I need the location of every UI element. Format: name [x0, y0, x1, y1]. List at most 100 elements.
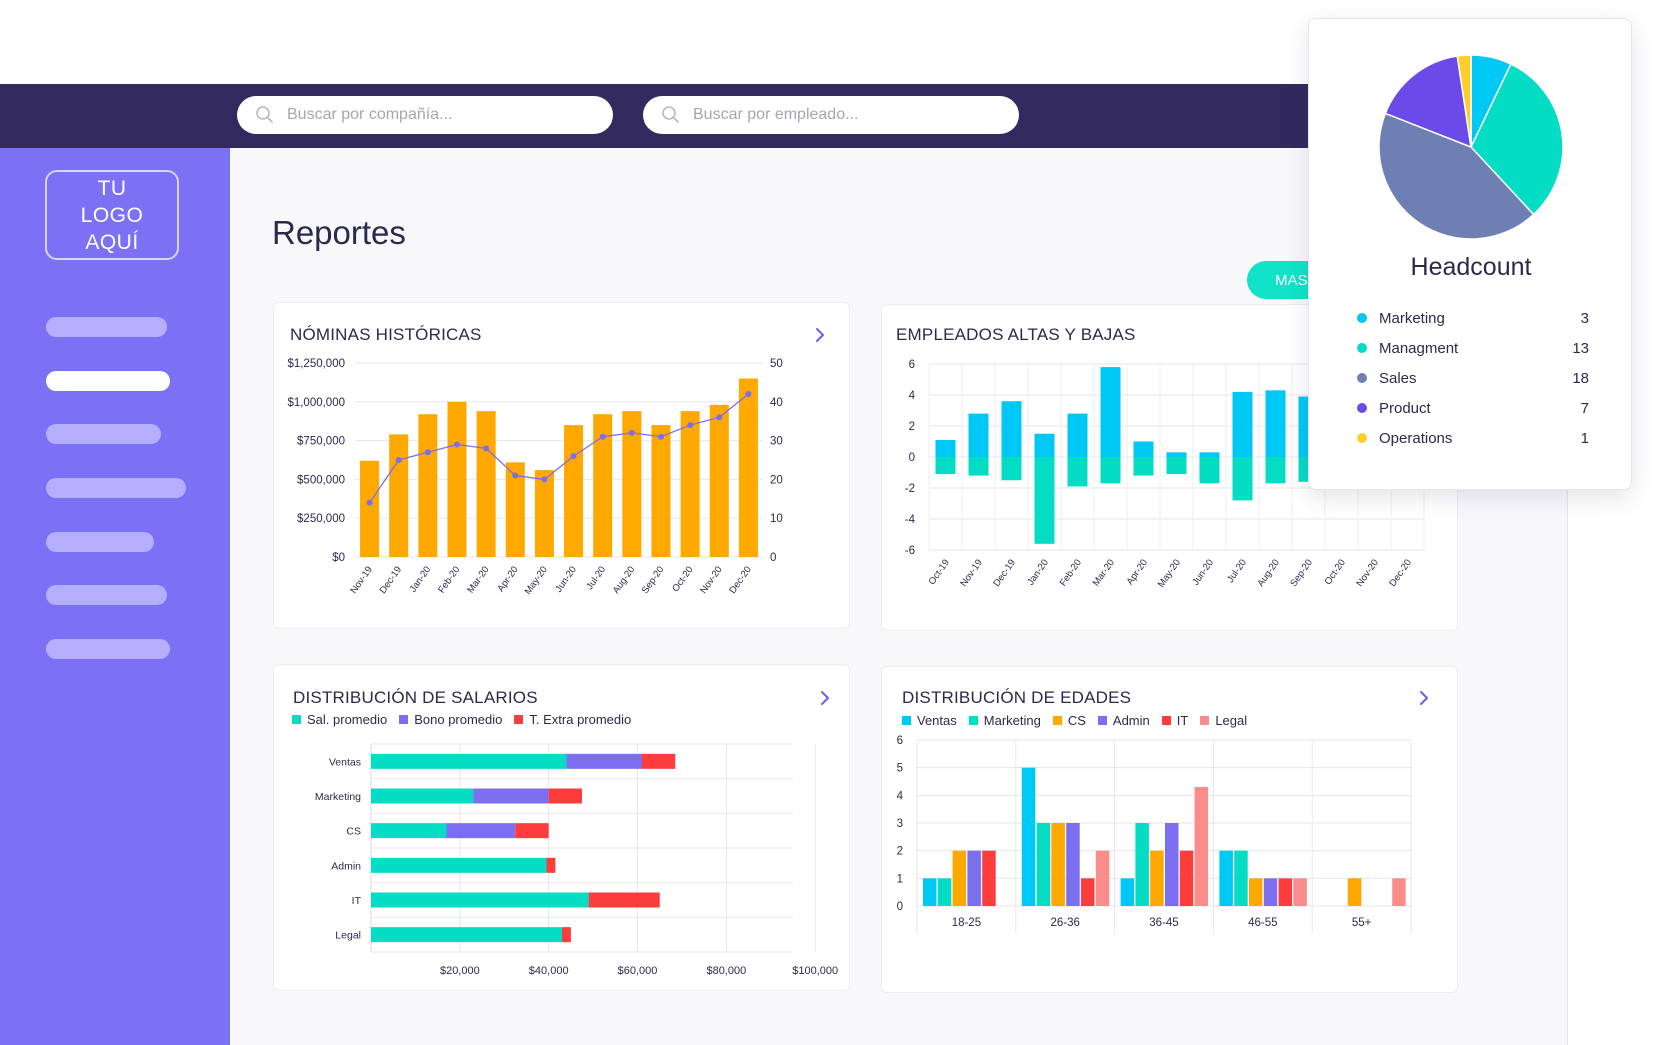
x-tick-label: Sep-20 — [1288, 557, 1315, 588]
bar — [1249, 878, 1263, 906]
line-point — [483, 445, 490, 452]
employee-search-input[interactable] — [693, 106, 993, 124]
y-tick-label: $0 — [332, 552, 345, 564]
bar — [937, 878, 952, 906]
bar-positive — [968, 413, 989, 457]
bar-positive — [1166, 452, 1187, 457]
x-tick-label: 46-55 — [1248, 917, 1277, 929]
headcount-legend-row: Managment 13 — [1357, 337, 1589, 359]
employee-search[interactable] — [643, 96, 1019, 134]
sidebar-item-6[interactable] — [46, 585, 167, 605]
legend-dot — [1357, 313, 1367, 323]
bar-segment — [641, 753, 676, 769]
payroll-history-title: NÓMINAS HISTÓRICAS — [290, 325, 482, 344]
headcount-popup: Headcount Marketing 3 Managment 13 Sales… — [1308, 18, 1632, 490]
legend-count: 3 — [1580, 309, 1589, 327]
bar-segment — [371, 788, 474, 804]
y-tick-label: Marketing — [315, 791, 361, 803]
age-legend: Ventas Marketing CS Admin IT Legal — [902, 713, 1259, 728]
bar-segment — [562, 927, 571, 943]
sidebar-item-2[interactable] — [46, 371, 170, 391]
y-tick-label: Admin — [331, 860, 361, 872]
salary-distribution-title: DISTRIBUCIÓN DE SALARIOS — [293, 688, 538, 707]
payroll-history-chart: $0 $250,000 $500,000 $750,000 $1,000,000 $1,2… — [287, 358, 783, 597]
legend-item: Legal — [1200, 713, 1247, 728]
y-tick-label: $1,000,000 — [287, 397, 345, 409]
y-tick-label: Legal — [335, 930, 361, 942]
sidebar-item-7[interactable] — [46, 639, 170, 659]
bar — [1095, 850, 1110, 906]
bar — [1120, 878, 1135, 906]
x-tick-label: Oct-19 — [927, 557, 952, 587]
x-tick-label: Mar-20 — [465, 564, 491, 595]
bar-positive — [1199, 452, 1220, 457]
legend-label: CS — [1067, 713, 1086, 728]
legend-label: Legal — [1215, 713, 1248, 728]
y-tick-label: 2 — [897, 846, 903, 858]
y2-tick-label: 10 — [770, 513, 783, 525]
legend-item: IT — [1161, 713, 1189, 728]
line-point — [716, 414, 723, 421]
sidebar-item-1[interactable] — [46, 317, 167, 337]
y2-tick-label: 20 — [770, 474, 783, 486]
bar — [1293, 878, 1307, 906]
y-tick-label: 6 — [897, 735, 903, 747]
y-tick-label: $250,000 — [297, 513, 345, 525]
legend-item: T. Extra promedio — [514, 712, 631, 727]
bar — [1179, 850, 1194, 906]
x-tick-label: $40,000 — [529, 965, 569, 977]
legend-item: Sal. promedio — [292, 712, 387, 727]
bar — [1347, 878, 1362, 906]
bar-positive — [935, 439, 956, 457]
headcount-legend-row: Sales 18 — [1357, 367, 1589, 389]
company-search[interactable] — [237, 96, 613, 134]
sidebar-item-3[interactable] — [46, 424, 161, 444]
bar — [476, 411, 496, 557]
x-tick-label: Nov-20 — [698, 564, 725, 595]
line-point — [512, 472, 519, 479]
y2-tick-label: 0 — [770, 552, 776, 564]
y-tick-label: Ventas — [329, 756, 361, 768]
logo-line: AQUÍ — [85, 230, 139, 254]
company-search-input[interactable] — [287, 106, 587, 124]
y-tick-label: 0 — [909, 452, 915, 464]
logo-placeholder[interactable]: TU LOGO AQUÍ — [45, 170, 179, 260]
divider — [1567, 148, 1568, 1045]
bar-segment — [546, 857, 556, 873]
legend-label: Admin — [1112, 713, 1150, 728]
x-tick-label: Sep-20 — [640, 564, 667, 595]
legend-label: T. Extra promedio — [529, 712, 632, 727]
x-tick-label: Apr-20 — [495, 564, 520, 594]
y-tick-label: 5 — [897, 763, 903, 775]
bar-positive — [1265, 390, 1286, 457]
bar-segment — [371, 892, 589, 908]
y-tick-label: -6 — [905, 545, 915, 557]
sidebar-item-5[interactable] — [46, 532, 154, 552]
y-tick-label: -4 — [905, 514, 916, 526]
chevron-right-icon[interactable] — [818, 690, 832, 706]
legend-count: 13 — [1572, 339, 1589, 357]
x-tick-label: Jan-20 — [408, 564, 434, 594]
bar — [1165, 823, 1179, 906]
legend-dot — [1357, 433, 1367, 443]
legend-label: Sales — [1379, 369, 1417, 387]
sidebar-item-4[interactable] — [46, 478, 186, 498]
bar — [360, 460, 380, 557]
legend-label: Sal. promedio — [307, 712, 388, 727]
chevron-right-icon[interactable] — [813, 327, 827, 343]
y-tick-label: $500,000 — [297, 474, 345, 486]
y-tick-label: CS — [346, 826, 361, 838]
bar-positive — [1232, 391, 1253, 457]
bar — [967, 850, 981, 906]
x-tick-label: Dec-19 — [991, 557, 1018, 588]
x-tick-label: Oct-20 — [670, 564, 695, 594]
bar-segment — [446, 823, 516, 839]
chevron-right-icon[interactable] — [1417, 690, 1431, 706]
x-tick-label: Jul-20 — [1225, 557, 1249, 585]
x-tick-label: $100,000 — [792, 965, 838, 977]
legend-label: IT — [1176, 713, 1189, 728]
headcount-legend-row: Marketing 3 — [1357, 307, 1589, 329]
bar-positive — [1034, 433, 1055, 457]
x-tick-label: Aug-20 — [1255, 557, 1282, 588]
line-point — [628, 429, 635, 436]
